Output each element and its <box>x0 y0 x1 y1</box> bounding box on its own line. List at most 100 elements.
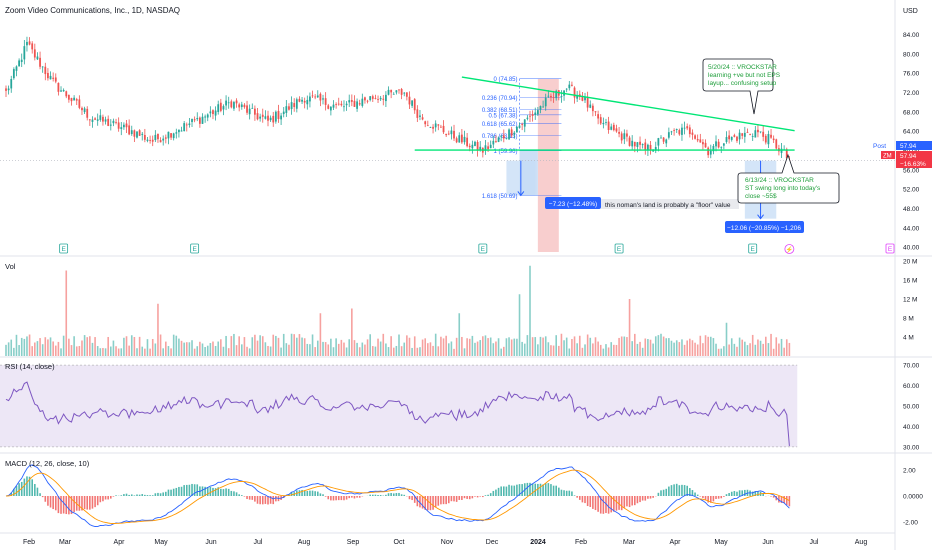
volume-bar <box>280 348 282 356</box>
callout-note-1[interactable]: 5/20/24 :: VROCKSTAR learning +ve but no… <box>703 59 781 114</box>
candle-body <box>141 134 143 135</box>
volume-bar <box>574 336 576 356</box>
volume-bar <box>608 347 610 356</box>
candle-body <box>728 135 730 139</box>
macd-histogram-bar <box>789 496 791 506</box>
volume-bar <box>5 345 7 356</box>
candle-body <box>684 128 686 129</box>
volume-bar <box>113 341 115 356</box>
macd-histogram-bar <box>126 494 128 496</box>
earnings-marker-label: E <box>751 246 756 253</box>
candle-body <box>189 124 191 126</box>
volume-bar <box>265 342 267 356</box>
macd-histogram-bar <box>401 494 403 496</box>
macd-histogram-bar <box>68 496 70 514</box>
volume-bar <box>686 340 688 356</box>
measure-label-1[interactable]: −7.23 (−12.48%) <box>545 197 601 209</box>
candle-body <box>466 138 468 146</box>
macd-histogram-bar <box>569 491 571 496</box>
candle-body <box>453 131 455 139</box>
candle-body <box>209 111 211 113</box>
candle-body <box>251 108 253 109</box>
volume-bar <box>254 335 256 356</box>
candle-body <box>160 140 162 142</box>
volume-bar <box>655 336 657 356</box>
price-candles[interactable] <box>5 37 790 167</box>
volume-bar <box>155 343 157 356</box>
macd-histogram-bar <box>307 491 309 496</box>
candle-body <box>168 132 170 139</box>
volume-bar <box>540 337 542 356</box>
volume-bar <box>183 343 185 356</box>
candle-body <box>233 102 235 109</box>
measure-label-2[interactable]: −12.06 (−20.85%) −1,206 <box>725 221 804 233</box>
time-tick-label: Mar <box>59 539 72 546</box>
macd-histogram-bar <box>500 486 502 496</box>
volume-bar <box>375 347 377 356</box>
volume-bar <box>487 338 489 356</box>
volume-bar <box>149 349 151 356</box>
candle-body <box>23 46 25 59</box>
volume-bar <box>610 342 612 356</box>
macd-histogram-bar <box>472 496 474 498</box>
time-tick-label: Nov <box>441 539 454 546</box>
candle-body <box>47 73 49 78</box>
candle-body <box>644 143 646 151</box>
candle-body <box>220 103 222 111</box>
macd-histogram-bar <box>587 496 589 506</box>
volume-bar <box>720 349 722 356</box>
macd-histogram-bar <box>107 496 109 499</box>
candle-body <box>718 142 720 148</box>
candle-body <box>707 148 709 155</box>
candle-body <box>13 69 15 78</box>
candle-body <box>207 114 209 117</box>
macd-histogram-bar <box>411 496 413 500</box>
macd-histogram-bar <box>241 495 243 496</box>
earnings-marker-label: E <box>192 246 197 253</box>
candle-body <box>610 127 612 130</box>
macd-histogram-bar <box>665 489 667 496</box>
macd-histogram-bar <box>322 494 324 496</box>
candle-body <box>76 99 78 101</box>
volume-tick-label: 16 M <box>903 278 917 285</box>
candle-body <box>191 119 193 122</box>
macd-histogram-bar <box>60 496 62 514</box>
macd-histogram-bar <box>634 496 636 505</box>
candle-body <box>752 136 754 137</box>
macd-histogram-bar <box>267 496 269 504</box>
macd-histogram-bar <box>139 495 141 496</box>
macd-histogram-bar <box>58 496 60 513</box>
macd-histogram-bar <box>532 483 534 496</box>
rsi-band <box>0 365 797 447</box>
macd-series <box>6 465 790 527</box>
floor-note[interactable]: this noman's land is probably a "floor" … <box>601 199 739 209</box>
macd-histogram-bar <box>228 489 230 496</box>
candle-body <box>775 139 777 148</box>
candle-body <box>194 119 196 120</box>
volume-bar <box>267 346 269 356</box>
volume-bar <box>322 342 324 356</box>
macd-histogram-bar <box>629 496 631 507</box>
candle-body <box>212 110 214 114</box>
macd-histogram-bar <box>141 494 143 496</box>
volume-bar <box>665 338 667 356</box>
candle-body <box>299 99 301 102</box>
macd-histogram-bar <box>613 496 615 512</box>
candle-body <box>422 117 424 119</box>
macd-histogram-bar <box>304 491 306 496</box>
volume-bar <box>629 299 631 356</box>
macd-histogram-bar <box>705 496 707 500</box>
candle-body <box>537 110 539 114</box>
macd-histogram-bar <box>438 496 440 506</box>
volume-bar <box>762 344 764 356</box>
volume-bar <box>29 335 31 356</box>
candle-body <box>37 57 39 60</box>
macd-histogram-bar <box>330 496 332 500</box>
candle-body <box>283 112 285 114</box>
volume-bar <box>684 345 686 356</box>
candle-body <box>202 117 204 124</box>
candle-body <box>403 93 405 94</box>
candle-body <box>726 137 728 142</box>
